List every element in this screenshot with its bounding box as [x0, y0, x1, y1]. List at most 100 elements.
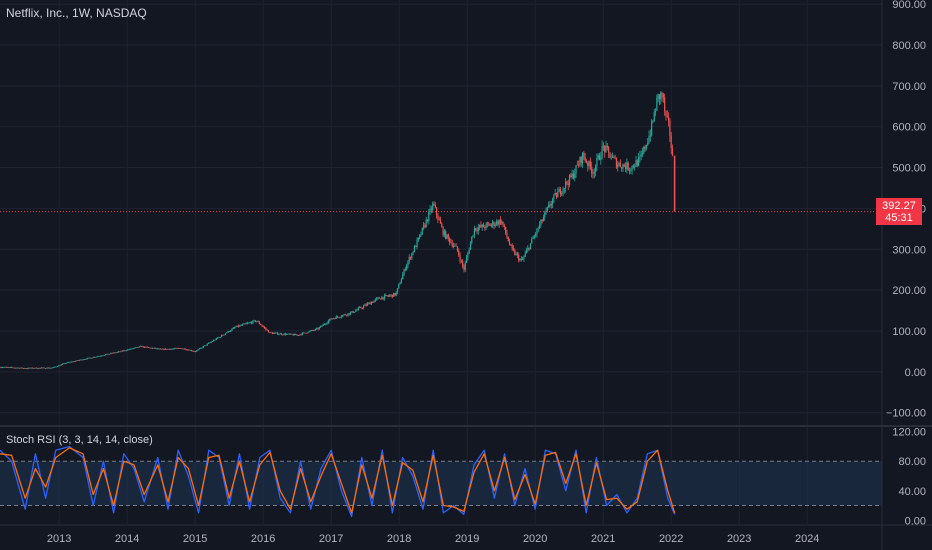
candle-body: [515, 253, 517, 255]
candle-body: [575, 165, 577, 174]
candle-body: [502, 221, 504, 226]
candle-body: [174, 348, 176, 350]
candle-body: [374, 299, 376, 301]
candle-body: [48, 367, 51, 369]
candle-body: [522, 259, 524, 260]
candle-body: [248, 322, 250, 324]
candle-body: [477, 227, 479, 231]
candle-body: [574, 173, 576, 179]
candle-body: [137, 347, 139, 348]
candle-body: [452, 245, 455, 247]
candle-body: [356, 309, 358, 311]
candle-body: [557, 191, 559, 198]
candle-body: [206, 343, 208, 346]
candle-body: [441, 223, 443, 228]
candle-body: [610, 157, 612, 159]
candle-body: [290, 333, 292, 335]
candle-body: [361, 307, 363, 309]
candle-body: [488, 223, 490, 225]
candle-body: [628, 169, 631, 171]
candle-body: [116, 351, 118, 353]
candle-body: [514, 250, 516, 255]
candle-body: [600, 157, 602, 160]
candle-body: [12, 367, 14, 369]
candle-body: [458, 250, 460, 256]
candle-body: [640, 154, 642, 157]
candle-body: [606, 145, 608, 148]
candle-body: [121, 350, 124, 352]
candle-body: [563, 187, 565, 189]
candle-body: [204, 345, 206, 347]
time-axis-label: 2015: [183, 533, 207, 545]
candle-body: [454, 245, 456, 247]
candle-body: [667, 116, 670, 121]
candle-body: [240, 325, 242, 327]
candle-body: [661, 92, 663, 95]
candle-body: [355, 310, 357, 312]
candle-body: [382, 297, 384, 299]
candle-body: [214, 339, 216, 341]
candle-body: [300, 334, 302, 336]
candle-body: [424, 225, 426, 227]
candle-body: [335, 316, 337, 319]
price-axis-label: 500.00: [892, 163, 926, 175]
candle-body: [340, 316, 343, 318]
candle-body: [41, 367, 43, 369]
candle-body: [648, 135, 650, 143]
candle-body: [609, 152, 611, 158]
candle-body: [347, 313, 349, 316]
candle-body: [660, 92, 662, 100]
candle-body: [320, 325, 322, 328]
candle-body: [369, 302, 371, 305]
candle-body: [232, 327, 234, 329]
candle-body: [239, 325, 241, 327]
candle-body: [472, 234, 474, 237]
candle-body: [237, 325, 240, 327]
candle-body: [535, 234, 537, 236]
candle-body: [385, 295, 387, 296]
candle-body: [551, 199, 554, 204]
candle-body: [146, 346, 148, 348]
candle-body: [524, 253, 526, 257]
candle-body: [261, 325, 263, 327]
candle-body: [459, 255, 461, 262]
candle-body: [22, 368, 25, 369]
candle-body: [172, 348, 174, 350]
candle-body: [318, 327, 320, 330]
candle-body: [359, 307, 361, 308]
candle-body: [486, 223, 489, 225]
candle-body: [235, 326, 237, 328]
candle-body: [241, 324, 244, 326]
candle-body: [353, 311, 356, 313]
candle-body: [379, 298, 382, 300]
candle-body: [213, 339, 215, 342]
candle-body: [180, 348, 182, 350]
candle-body: [78, 360, 81, 361]
candle-body: [432, 203, 434, 210]
candle-body: [162, 348, 164, 350]
candle-body: [467, 253, 469, 258]
candle-body: [409, 257, 412, 259]
countdown-timer: 45:31: [885, 212, 913, 224]
candle-body: [71, 361, 73, 363]
candle-body: [21, 367, 23, 369]
candle-body: [153, 347, 155, 349]
price-axis-label: −100.00: [886, 408, 926, 420]
candle-body: [95, 356, 98, 358]
candle-body: [270, 332, 272, 334]
candle-body: [643, 146, 645, 153]
candle-body: [561, 192, 563, 195]
candle-body: [357, 307, 360, 310]
candle-body: [193, 351, 195, 352]
candle-body: [127, 349, 129, 351]
candle-body: [626, 162, 628, 170]
candle-body: [596, 158, 598, 167]
candle-body: [278, 334, 280, 335]
candle-body: [326, 322, 328, 324]
candle-body: [188, 349, 190, 351]
candle-body: [601, 145, 603, 158]
candle-body: [55, 366, 57, 368]
candle-body: [368, 302, 370, 304]
